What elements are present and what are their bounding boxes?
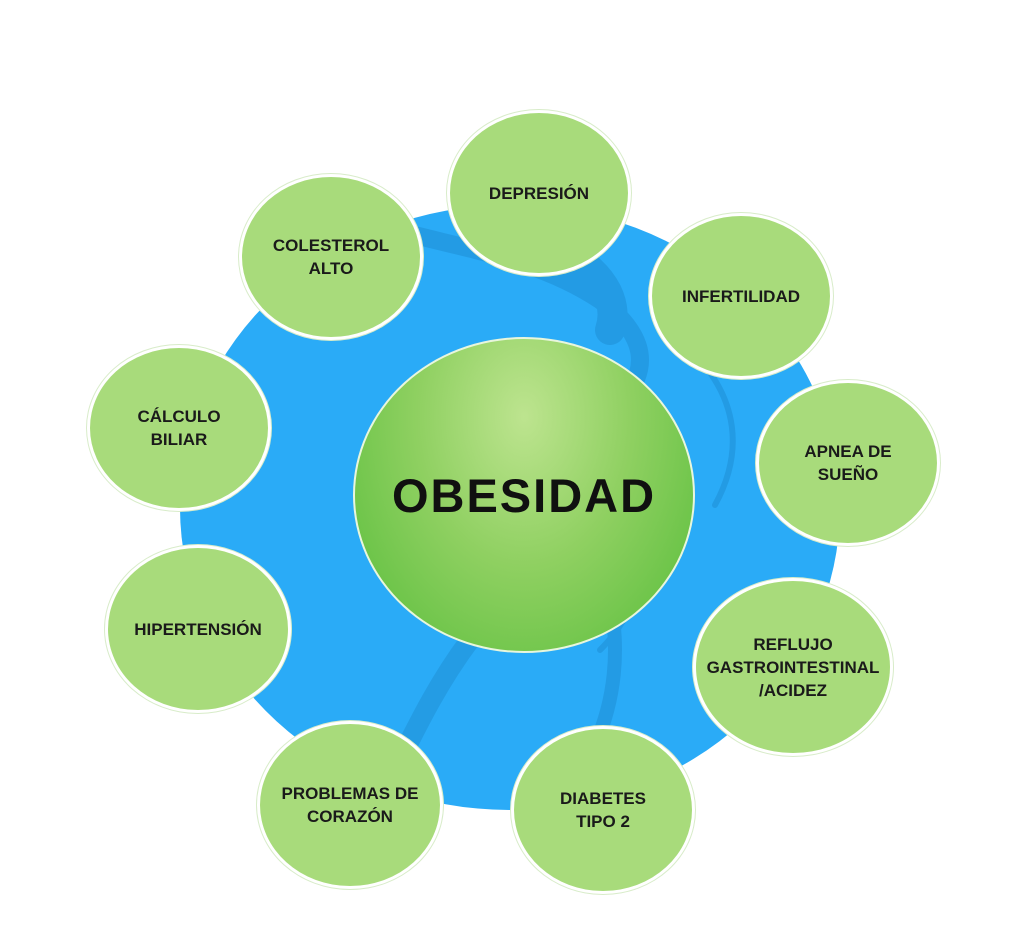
node-label: DEPRESIÓN	[488, 183, 590, 203]
center-label: OBESIDAD	[391, 468, 657, 522]
node-depresion: DEPRESIÓN	[447, 110, 631, 276]
node-label: PROBLEMAS DE CORAZÓN	[281, 784, 419, 826]
node-label: REFLUJO GASTROINTESTINAL /ACIDEZ	[706, 634, 880, 700]
node-colesterol-alto: COLESTEROL ALTO	[239, 174, 423, 340]
node-label: COLESTEROL ALTO	[272, 236, 390, 278]
node-hipertension: HIPERTENSIÓN	[105, 545, 291, 713]
node-apnea-de-sueno: APNEA DE SUEÑO	[756, 380, 940, 546]
node-diabetes: DIABETES TIPO 2	[511, 726, 695, 894]
center-topic: OBESIDAD	[353, 337, 695, 653]
node-reflujo: REFLUJO GASTROINTESTINAL /ACIDEZ	[693, 578, 893, 756]
node-label: CÁLCULO BILIAR	[137, 407, 221, 449]
node-problemas-de-corazon: PROBLEMAS DE CORAZÓN	[257, 721, 443, 889]
node-label: HIPERTENSIÓN	[134, 619, 262, 639]
node-label: APNEA DE SUEÑO	[804, 442, 892, 484]
node-infertilidad: INFERTILIDAD	[649, 213, 833, 379]
node-label: DIABETES TIPO 2	[560, 789, 646, 831]
node-label: INFERTILIDAD	[681, 286, 801, 306]
node-calculo-biliar: CÁLCULO BILIAR	[87, 345, 271, 511]
